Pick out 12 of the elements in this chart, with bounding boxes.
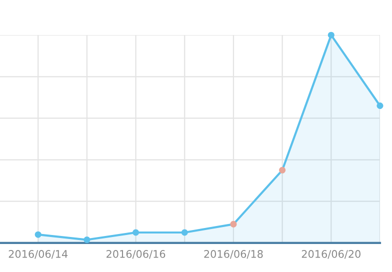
point bbox=[279, 166, 286, 174]
point bbox=[181, 229, 188, 236]
point bbox=[132, 229, 140, 236]
x-tick-label: 2016/06/14 bbox=[8, 250, 68, 259]
point bbox=[328, 32, 334, 38]
point bbox=[230, 220, 237, 228]
point bbox=[376, 102, 384, 109]
point bbox=[34, 231, 42, 238]
x-tick-label: 2016/06/18 bbox=[204, 250, 263, 259]
x-tick-label: 2016/06/20 bbox=[302, 250, 360, 259]
point bbox=[84, 236, 90, 244]
x-tick-label: 2016/06/16 bbox=[106, 250, 166, 259]
